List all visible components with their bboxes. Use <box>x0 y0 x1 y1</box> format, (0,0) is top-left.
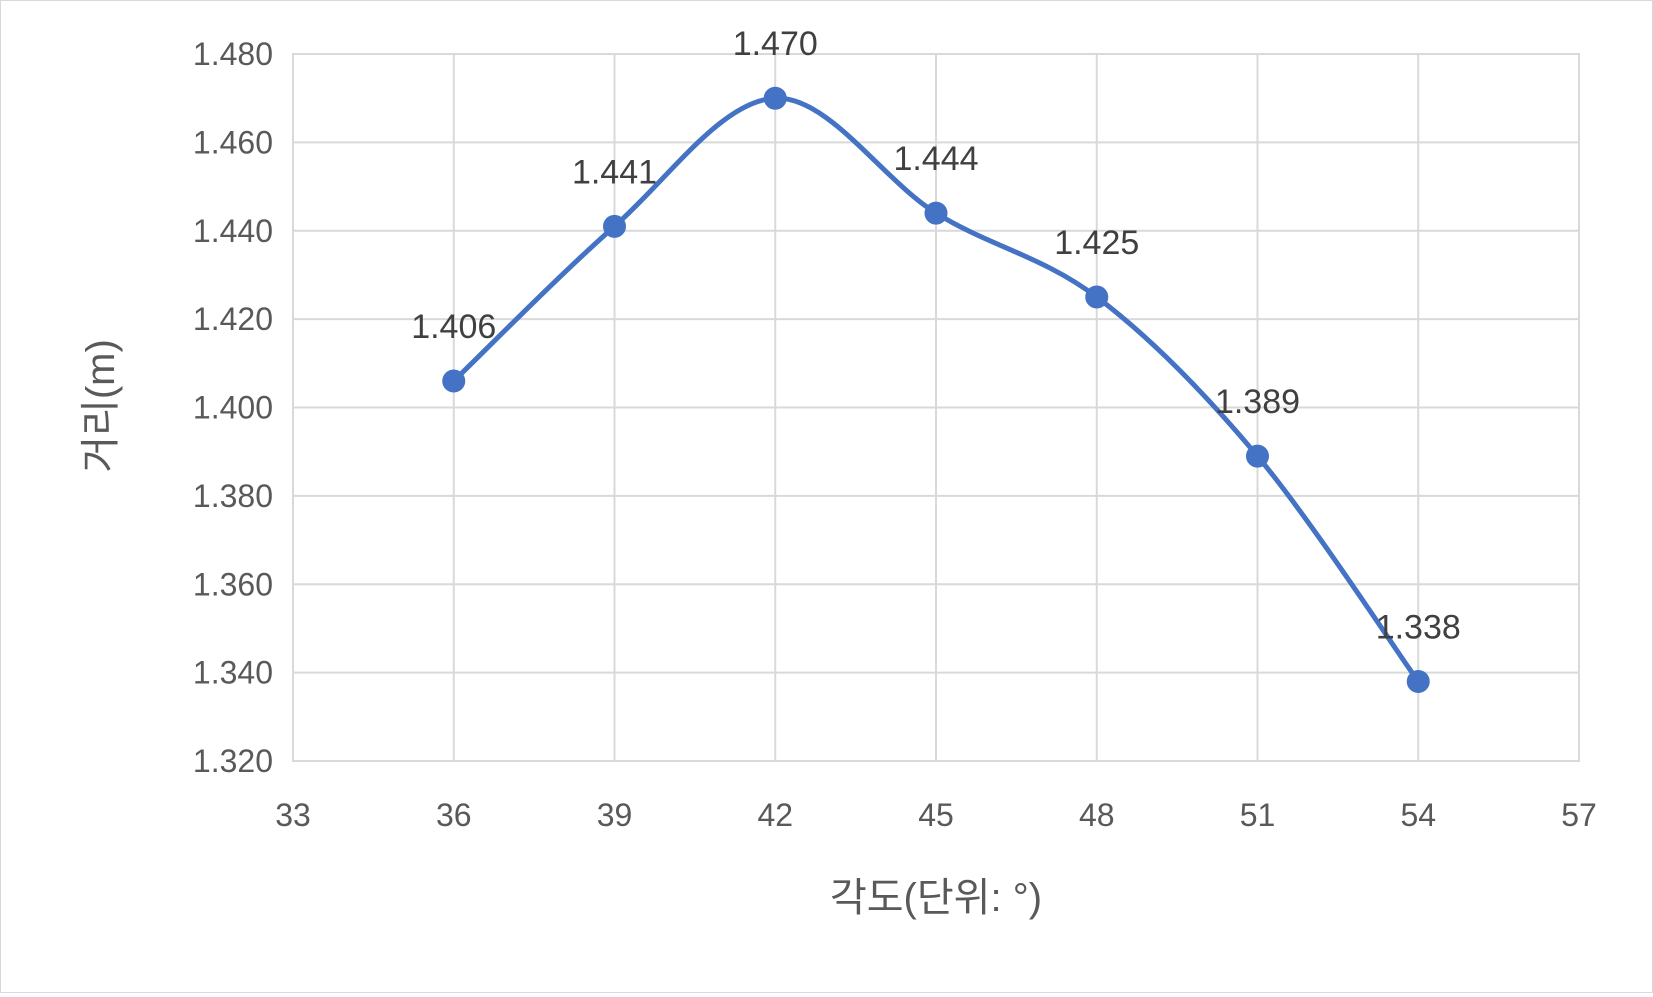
x-axis-ticks: 33 36 39 42 45 48 51 54 57 <box>275 797 1597 833</box>
y-tick-label: 1.400 <box>193 390 273 426</box>
data-point <box>603 214 626 238</box>
x-tick-label: 51 <box>1240 797 1276 833</box>
y-tick-label: 1.460 <box>193 124 273 160</box>
data-label: 1.338 <box>1376 608 1461 646</box>
x-axis-title: 각도(단위: °) <box>830 876 1042 920</box>
x-tick-label: 36 <box>436 797 472 833</box>
y-axis-ticks: 1.480 1.460 1.440 1.420 1.400 1.380 1.360 1.340… <box>193 36 273 779</box>
y-axis-title: 거리(m) <box>79 339 123 473</box>
data-label: 1.441 <box>572 153 657 191</box>
y-tick-label: 1.360 <box>193 566 273 602</box>
x-tick-label: 42 <box>757 797 793 833</box>
y-tick-label: 1.420 <box>193 301 273 337</box>
series-layer <box>442 86 1430 693</box>
data-labels: 1.406 1.441 1.470 1.444 1.425 1.389 1.338 <box>411 25 1461 646</box>
x-tick-label: 54 <box>1400 797 1436 833</box>
data-point <box>1406 669 1430 693</box>
x-tick-label: 45 <box>918 797 954 833</box>
data-label: 1.444 <box>893 140 978 178</box>
y-tick-label: 1.380 <box>193 478 273 514</box>
data-point <box>442 369 466 393</box>
data-label: 1.406 <box>411 308 496 346</box>
data-point <box>924 201 948 225</box>
data-label: 1.470 <box>733 25 818 63</box>
y-tick-label: 1.480 <box>193 36 273 72</box>
x-tick-label: 39 <box>597 797 633 833</box>
x-tick-label: 48 <box>1079 797 1115 833</box>
data-point <box>1246 444 1269 468</box>
y-tick-label: 1.440 <box>193 213 273 249</box>
y-tick-label: 1.340 <box>193 655 273 691</box>
x-tick-label: 57 <box>1561 797 1597 833</box>
data-label: 1.389 <box>1215 383 1300 421</box>
x-tick-label: 33 <box>275 797 311 833</box>
data-label: 1.425 <box>1054 224 1139 262</box>
data-point <box>763 86 787 110</box>
gridlines <box>292 53 1580 762</box>
y-tick-label: 1.320 <box>193 743 273 779</box>
data-point <box>1085 285 1109 309</box>
